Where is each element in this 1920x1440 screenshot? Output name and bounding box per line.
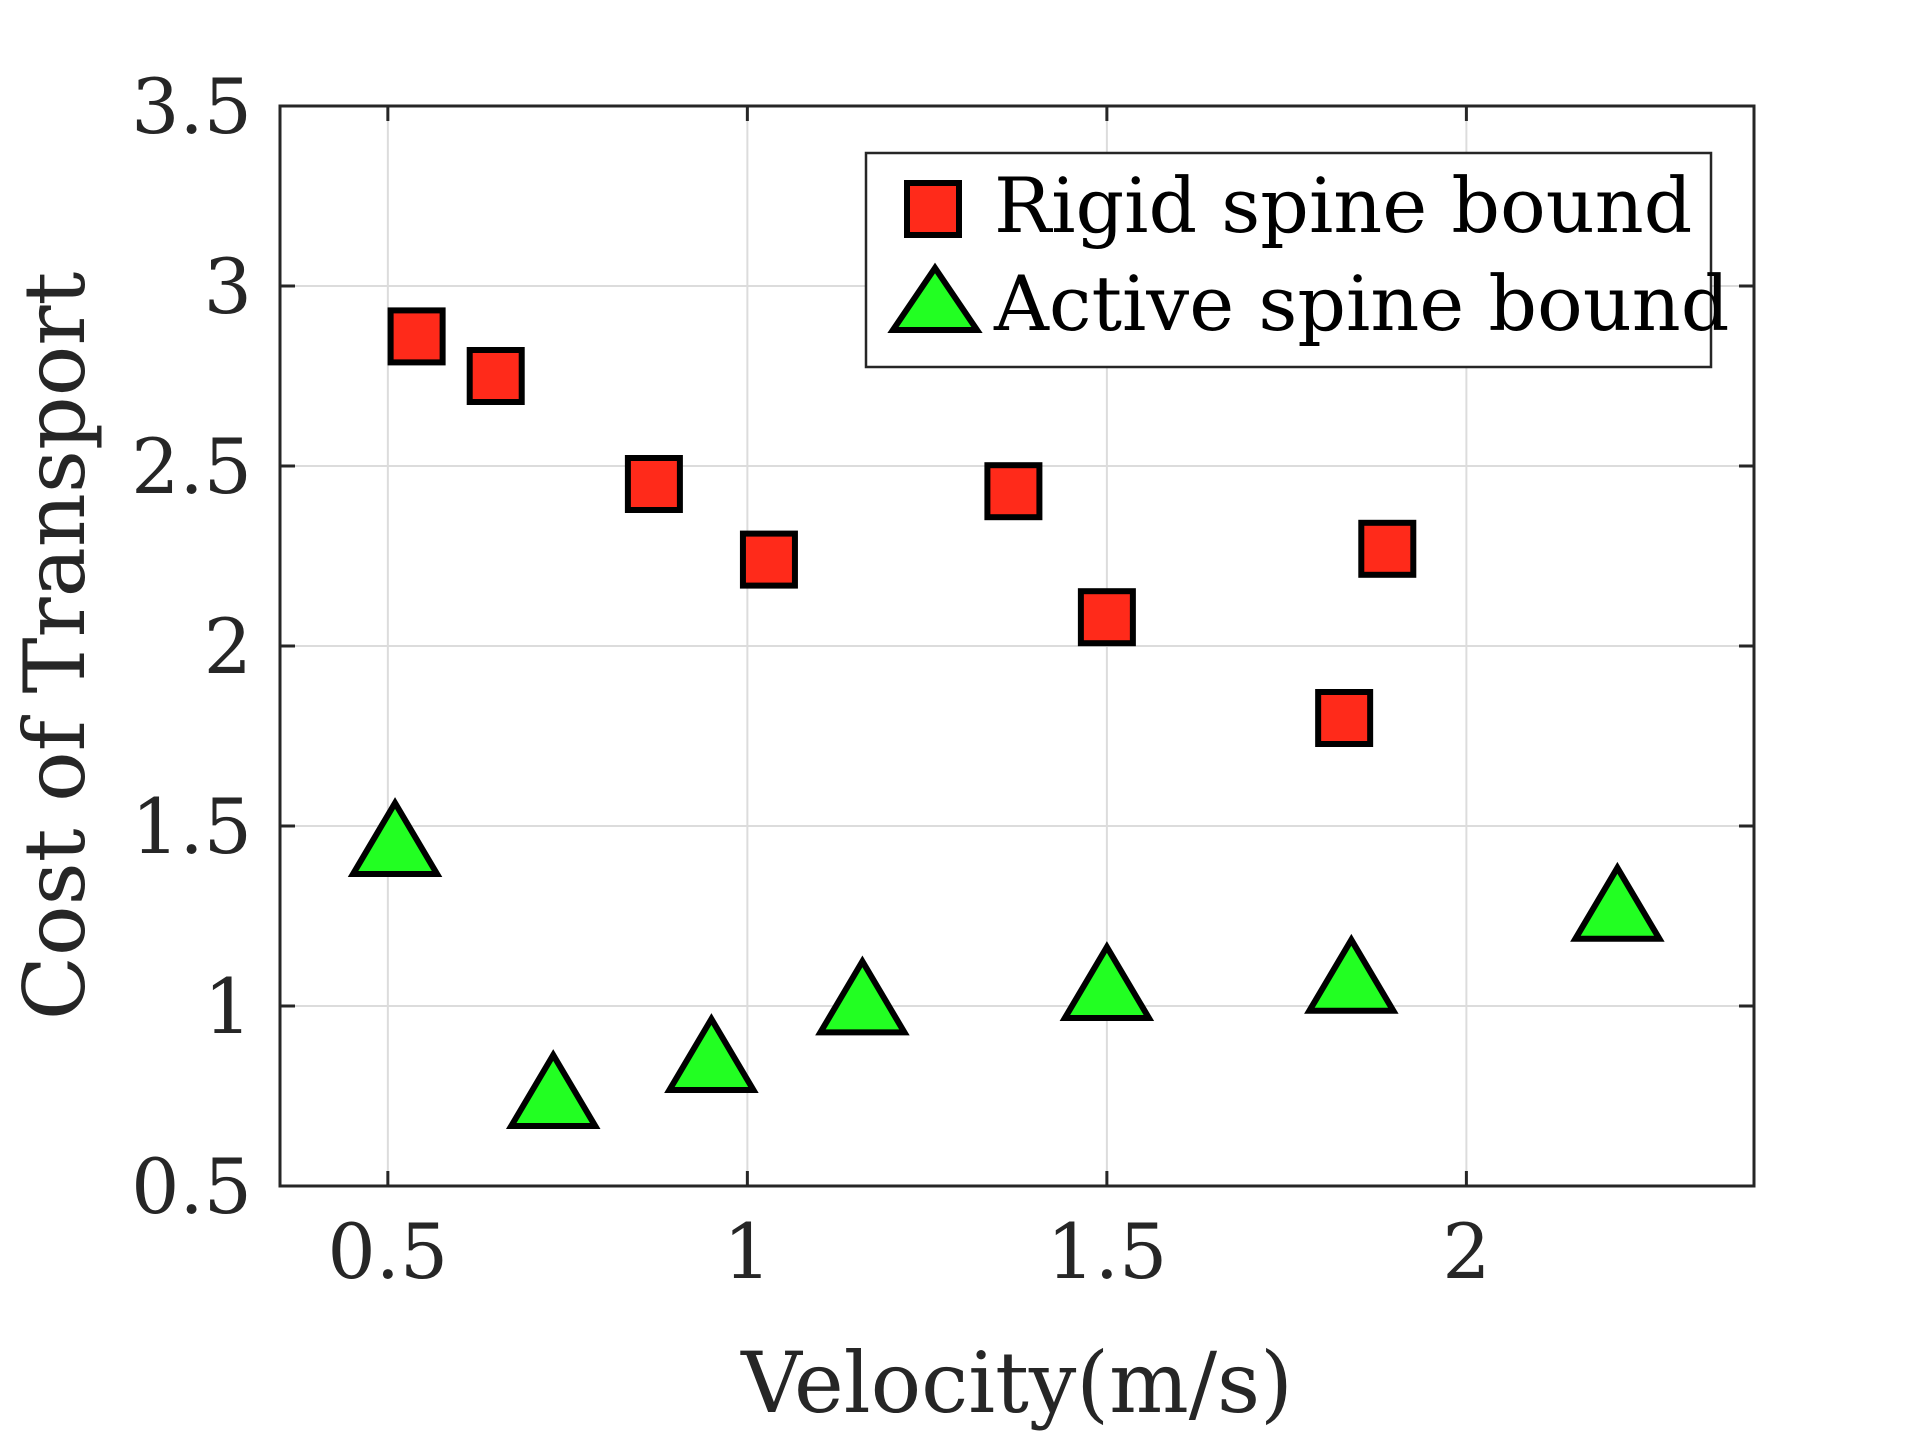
ticks: 0.5 1 1.5 2 0.5 1 1.5 2 2.5 3 3.5 [131,62,1754,1296]
x-tick-label: 1 [723,1207,771,1296]
x-axis-title: Velocity(m/s) [740,1334,1293,1432]
active-spine-point [1304,933,1399,1014]
rigid-spine-point [624,455,683,513]
x-tick-label: 2 [1442,1207,1490,1296]
active-spine-point [505,1049,601,1129]
legend: Rigid spine bound Active spine bound [864,151,1729,369]
y-tick-label: 3 [204,242,252,331]
y-tick-label: 1.5 [131,782,252,871]
rigid-spine-point [739,530,798,589]
rigid-spine-point [1315,689,1374,747]
y-tick-label: 3.5 [131,62,252,151]
legend-label-active: Active spine bound [993,259,1729,348]
legend-box [864,151,1713,369]
active-spine-point [1570,861,1665,942]
active-spine-point [815,955,910,1036]
rigid-spine-point [466,347,525,405]
active-spine-point [1059,941,1155,1021]
y-axis-title: Cost of Transport [6,272,104,1021]
y-tick-label: 2 [204,602,252,691]
legend-label-rigid: Rigid spine bound [994,161,1692,250]
legend-marker-rigid-square [904,180,962,238]
y-tick-label: 2.5 [131,422,252,511]
legend-marker-active-triangle [887,262,983,333]
active-spine-point [347,797,443,877]
rigid-spine-point [1358,519,1417,578]
data-markers [347,307,1665,1129]
active-spine-point [664,1013,759,1093]
rigid-spine-point [984,462,1043,521]
y-tick-label: 0.5 [131,1142,252,1231]
rigid-spine-point [387,307,446,366]
x-tick-label: 0.5 [327,1207,448,1296]
x-tick-label: 1.5 [1046,1207,1167,1296]
rigid-spine-point [1077,588,1136,647]
y-tick-label: 1 [204,962,252,1051]
